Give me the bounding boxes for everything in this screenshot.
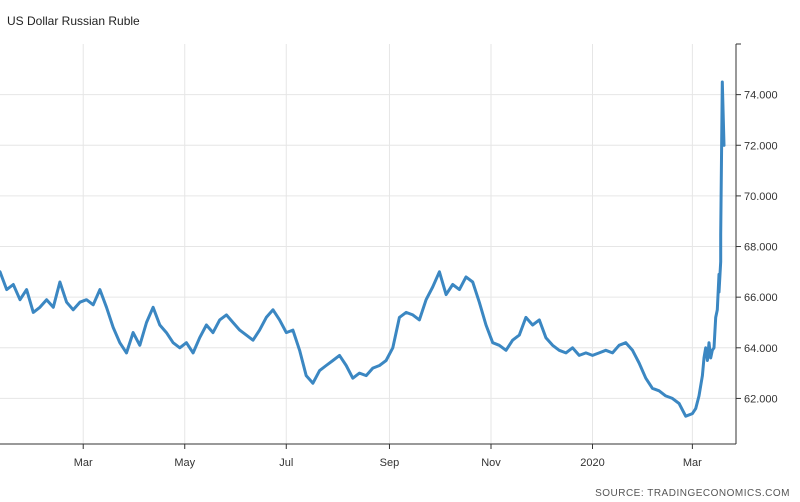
y-tick-label: 64.000 — [744, 343, 778, 355]
source-attribution: SOURCE: TRADINGECONOMICS.COM — [595, 488, 790, 499]
y-tick-label: 66.000 — [744, 292, 778, 304]
grid — [0, 44, 736, 444]
y-tick-label: 72.000 — [744, 140, 778, 152]
x-tick-label: Sep — [380, 457, 400, 469]
y-tick-label: 68.000 — [744, 242, 778, 254]
x-axis-ticks: Mar May Jul Sep Nov 2020 Mar — [74, 457, 702, 469]
y-tick-label: 70.000 — [744, 191, 778, 203]
y-axis-ticks: 62.000 64.000 66.000 68.000 70.000 72.000 74.0… — [744, 90, 778, 406]
y-tick-label: 62.000 — [744, 393, 778, 405]
x-tick-label: Jul — [279, 457, 293, 469]
series-line — [0, 80, 726, 418]
y-tick-label: 74.000 — [744, 90, 778, 102]
x-tick-label: Nov — [481, 457, 501, 469]
x-tick-label: May — [174, 457, 195, 469]
x-tick-label: Mar — [683, 457, 702, 469]
x-tick-label: 2020 — [580, 457, 604, 469]
chart-title: US Dollar Russian Ruble — [7, 14, 140, 28]
axes — [0, 43, 741, 449]
x-tick-label: Mar — [74, 457, 93, 469]
